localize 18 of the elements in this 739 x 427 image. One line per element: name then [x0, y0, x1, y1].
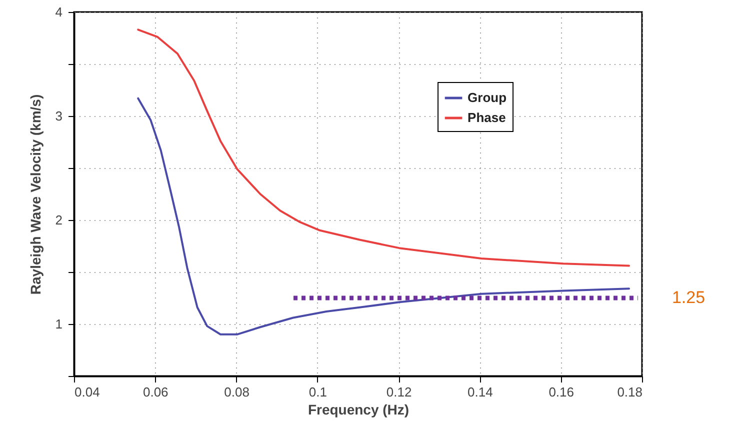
x-tick-label: 0.06: [142, 384, 168, 400]
annotation: 1.25: [672, 288, 706, 307]
x-tick-label: 0.14: [468, 384, 493, 400]
x-tick-label: 0.16: [548, 384, 574, 400]
y-axis-title: Rayleigh Wave Velocity (km/s): [27, 94, 44, 295]
y-tick-label: 4: [55, 4, 62, 20]
y-tick-label: 2: [55, 212, 62, 228]
legend-label: Phase: [468, 110, 506, 125]
x-tick-label: 0.04: [74, 384, 100, 400]
x-tick-label: 0.12: [386, 384, 412, 400]
y-tick-label: 1: [55, 316, 62, 332]
x-tick-label: 0.18: [617, 384, 642, 400]
x-axis-title: Frequency (Hz): [308, 402, 410, 418]
legend-label: Group: [468, 90, 507, 105]
x-tick-label: 0.08: [224, 384, 250, 400]
line-series: [137, 28, 630, 267]
y-tick-label: 3: [55, 108, 62, 124]
x-tick-label: 0.1: [308, 384, 327, 400]
